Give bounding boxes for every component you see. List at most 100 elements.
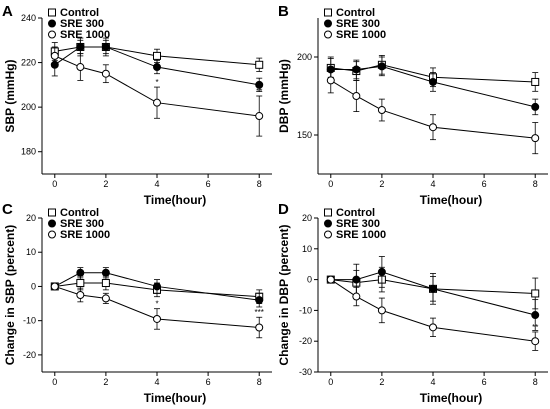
significance-marker: * [155,78,158,87]
x-tick-label: 6 [206,377,211,387]
legend-label: SRE 1000 [60,29,110,41]
data-point [531,102,540,111]
x-tick-label: 4 [154,377,159,387]
data-point [531,289,540,298]
data-point [76,268,85,277]
data-point [352,65,361,74]
legend-label: SRE 1000 [336,29,386,41]
data-point [50,51,59,60]
legend-label: SRE 300 [336,18,380,30]
data-point [76,42,85,51]
x-tick-label: 4 [154,179,159,189]
series-sre-1000 [50,46,264,137]
data-point [101,42,110,51]
x-tick-label: 2 [103,179,108,189]
data-point [531,134,540,143]
significance-marker: ** [256,87,262,96]
x-tick-label: 2 [103,377,108,387]
x-tick-label: 0 [52,179,57,189]
y-tick-label: 20 [302,213,312,223]
x-tick-label: 6 [206,179,211,189]
legend-label: SRE 1000 [60,229,110,241]
panel-label: A [2,3,13,20]
significance-marker: *** [255,308,264,317]
legend-marker [48,208,56,217]
panel-label: B [278,3,289,20]
y-axis-title: Change in DBP (percent) [277,224,291,365]
data-point [76,63,85,72]
legend-label: SRE 300 [60,18,104,30]
y-axis-title: Change in SBP (percent) [3,225,17,365]
legend-label: Control [60,7,99,19]
data-point [255,60,264,69]
legend-label: SRE 1000 [336,229,386,241]
series-sre-1000 [326,67,540,155]
data-point [429,323,437,332]
data-point [153,314,161,323]
x-tick-label: 6 [482,179,487,189]
data-point [101,268,110,277]
x-axis-title: Time(hour) [144,193,206,207]
data-point [153,282,161,291]
x-tick-label: 2 [379,179,384,189]
data-point [153,98,161,107]
legend-label: SRE 300 [336,218,380,230]
data-point [429,77,437,86]
x-tick-label: 2 [379,377,384,387]
y-tick-label: -30 [299,367,312,377]
x-tick-label: 0 [52,377,57,387]
data-point [352,292,361,301]
series-sre-300 [326,56,540,116]
x-tick-label: 8 [533,377,538,387]
x-axis-title: Time(hour) [420,193,482,207]
panel-label: D [278,201,289,218]
x-tick-label: 8 [257,377,262,387]
panel-c: C -20 -10 0 10 20 0 2 4 6 8 Time(hour) Change in SBP… [2,201,272,405]
y-tick-label: 200 [21,102,36,112]
series-sre-1000 [326,275,540,351]
legend-marker [324,8,332,17]
y-tick-label: -10 [299,305,312,315]
y-tick-label: 10 [302,244,312,254]
significance-marker: * [155,300,158,309]
legend-marker [324,219,332,228]
legend-label: Control [336,7,375,19]
data-point [429,123,437,132]
x-tick-label: 8 [257,179,262,189]
data-point [531,77,540,86]
data-point [255,296,264,305]
y-axis-title: DBP (mmHg) [277,59,291,133]
x-tick-label: 0 [328,179,333,189]
panel-d: D -30 -20 -10 0 10 20 0 2 4 6 8 Time(hour) Change in … [277,201,548,405]
y-tick-label: 150 [297,130,312,140]
x-tick-label: 4 [430,179,435,189]
y-tick-label: -20 [299,336,312,346]
data-point [153,63,161,72]
data-point [377,62,386,71]
significance-marker: ** [532,323,538,332]
data-point [101,294,110,303]
legend-marker [324,19,332,28]
data-point [101,69,110,78]
data-point [326,275,335,284]
legend-marker [324,208,332,217]
legend-marker [48,19,56,28]
x-tick-label: 4 [430,377,435,387]
data-point [255,112,264,121]
data-point [76,279,85,288]
y-tick-label: 220 [21,58,36,68]
data-point [153,51,161,60]
data-point [352,92,361,100]
data-point [101,279,110,288]
y-tick-label: -20 [23,350,36,360]
legend-marker [48,230,56,239]
x-tick-label: 6 [482,377,487,387]
data-point [326,76,335,85]
x-tick-label: 0 [328,377,333,387]
y-axis-title: SBP (mmHg) [3,59,17,132]
legend-label: SRE 300 [60,218,104,230]
x-axis-title: Time(hour) [144,391,206,405]
y-tick-label: 180 [21,147,36,157]
